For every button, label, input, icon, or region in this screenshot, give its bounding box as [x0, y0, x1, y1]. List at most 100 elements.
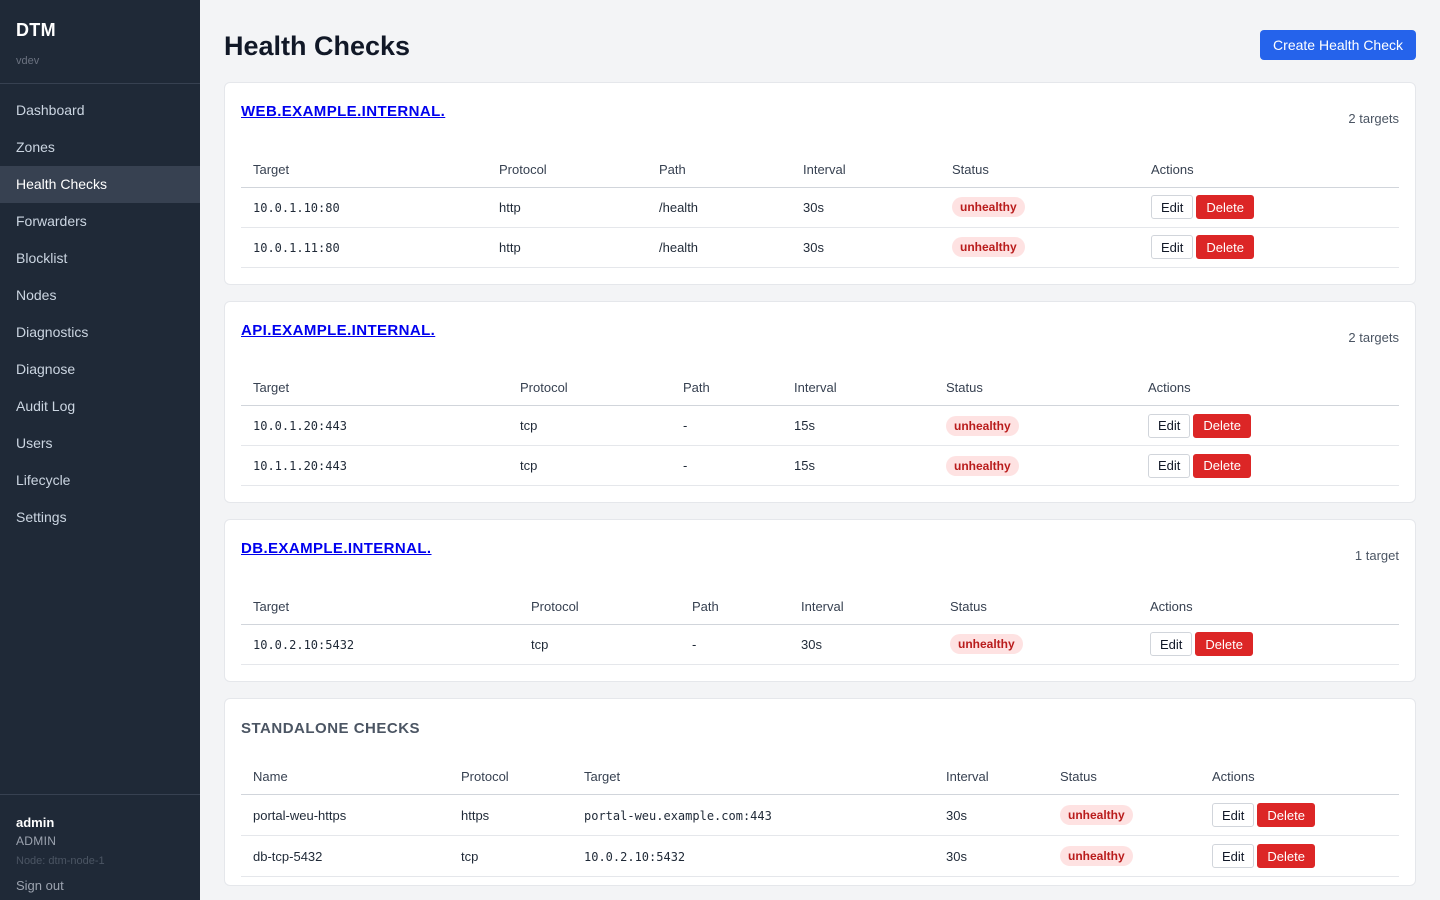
sidebar-item-settings[interactable]: Settings — [16, 509, 67, 525]
zone-card-header: DB.EXAMPLE.INTERNAL. 1 target — [241, 520, 1399, 580]
edit-button[interactable]: Edit — [1212, 803, 1255, 827]
status-badge: unhealthy — [952, 237, 1025, 257]
zone-card-header: WEB.EXAMPLE.INTERNAL. 2 targets — [241, 83, 1399, 143]
table-row: db-tcp-5432 tcp 10.0.2.10:5432 30s unhealthy… — [241, 835, 1399, 877]
sign-out-link[interactable]: Sign out — [16, 878, 64, 893]
interval-cell: 15s — [782, 445, 934, 486]
table-row: 10.0.2.10:5432 tcp -30s unhealthy Edit Delete — [241, 624, 1399, 665]
col-target: Target — [572, 750, 934, 795]
standalone-table: Name Protocol Target Interval Status Act… — [241, 750, 1399, 877]
edit-button[interactable]: Edit — [1150, 632, 1193, 656]
targets-table: Target Protocol Path Interval Status Actions 1… — [241, 143, 1399, 268]
zone-link[interactable]: DB.EXAMPLE.INTERNAL. — [241, 540, 432, 557]
col-path: Path — [680, 580, 789, 625]
sidebar-item-zones[interactable]: Zones — [16, 139, 55, 155]
path-cell: - — [671, 405, 782, 446]
edit-button[interactable]: Edit — [1148, 453, 1191, 478]
path-cell: - — [671, 445, 782, 486]
table-row: 10.0.1.11:80 http/health 30s unhealthy Edit D… — [241, 227, 1399, 268]
target-address: 10.0.2.10:5432 — [584, 849, 686, 864]
sidebar-item-diagnose[interactable]: Diagnose — [16, 361, 76, 377]
path-cell: - — [680, 624, 789, 665]
delete-button[interactable]: Delete — [1195, 632, 1253, 656]
col-actions: Actions — [1136, 361, 1399, 406]
col-status: Status — [940, 143, 1139, 188]
target-address: portal-weu.example.com:443 — [584, 808, 772, 823]
target-address: 10.1.1.20:443 — [253, 459, 347, 473]
sidebar: DTM vdev Dashboard Zones Health Checks Forw… — [0, 0, 200, 900]
protocol-cell: tcp — [508, 405, 671, 446]
targets-table: Target Protocol Path Interval Status Actions 1… — [241, 361, 1399, 486]
sidebar-item-blocklist[interactable]: Blocklist — [16, 250, 68, 266]
sidebar-item-health-checks[interactable]: Health Checks — [0, 166, 200, 203]
table-row: 10.0.1.20:443 tcp -15s unhealthy Edit Delete — [241, 405, 1399, 446]
target-count: 2 targets — [1348, 111, 1399, 126]
col-target: Target — [241, 580, 519, 625]
target-address: 10.0.2.10:5432 — [253, 637, 355, 652]
col-actions: Actions — [1200, 750, 1399, 795]
delete-button[interactable]: Delete — [1257, 844, 1315, 868]
delete-button[interactable]: Delete — [1196, 235, 1254, 259]
col-path: Path — [671, 361, 782, 406]
table-header-row: Target Protocol Path Interval Status Actions — [241, 143, 1399, 188]
page-title: Health Checks — [224, 31, 411, 61]
zone-link[interactable]: API.EXAMPLE.INTERNAL. — [241, 321, 436, 339]
status-badge: unhealthy — [946, 415, 1019, 436]
table-row: 10.1.1.20:443 tcp -15s unhealthy Edit Delete — [241, 445, 1399, 486]
brand-title: DTM — [16, 20, 56, 40]
targets-table: Target Protocol Path Interval Status Actions 1… — [241, 580, 1399, 665]
health-check-groups: WEB.EXAMPLE.INTERNAL. 2 targets Target Prot… — [224, 82, 1416, 682]
sidebar-item-audit-log[interactable]: Audit Log — [16, 398, 76, 414]
table-header-row: Name Protocol Target Interval Status Act… — [241, 750, 1399, 795]
protocol-cell: http — [487, 227, 647, 268]
status-badge: unhealthy — [1060, 805, 1133, 825]
create-health-check-button[interactable]: Create Health Check — [1260, 30, 1416, 60]
sidebar-item-diagnostics[interactable]: Diagnostics — [16, 324, 89, 340]
sidebar-item-forwarders[interactable]: Forwarders — [16, 213, 87, 229]
sidebar-item-dashboard[interactable]: Dashboard — [16, 102, 85, 118]
edit-button[interactable]: Edit — [1151, 195, 1194, 219]
zone-link[interactable]: WEB.EXAMPLE.INTERNAL. — [241, 103, 446, 120]
user-panel: admin ADMIN Node: dtm-node-1 Sign out — [0, 794, 200, 900]
edit-button[interactable]: Edit — [1212, 844, 1255, 868]
status-badge: unhealthy — [946, 455, 1019, 476]
col-path: Path — [647, 143, 791, 188]
col-protocol: Protocol — [487, 143, 647, 188]
col-interval: Interval — [789, 580, 938, 625]
delete-button[interactable]: Delete — [1193, 413, 1251, 438]
standalone-header: STANDALONE CHECKS — [241, 699, 1399, 751]
sidebar-item-nodes[interactable]: Nodes — [16, 287, 57, 303]
standalone-card: STANDALONE CHECKS Name Protocol Target I… — [224, 697, 1416, 886]
col-name: Name — [241, 750, 449, 795]
edit-button[interactable]: Edit — [1148, 413, 1191, 438]
protocol-cell: tcp — [449, 835, 572, 877]
col-interval: Interval — [782, 361, 934, 406]
interval-cell: 30s — [934, 835, 1048, 877]
col-actions: Actions — [1138, 580, 1399, 625]
delete-button[interactable]: Delete — [1196, 195, 1254, 219]
user-role: ADMIN — [16, 834, 57, 848]
path-cell: /health — [647, 227, 791, 268]
sidebar-item-users[interactable]: Users — [16, 435, 53, 451]
delete-button[interactable]: Delete — [1193, 453, 1251, 478]
col-status: Status — [934, 361, 1136, 406]
interval-cell: 15s — [782, 405, 934, 446]
status-badge: unhealthy — [950, 634, 1023, 654]
interval-cell: 30s — [789, 624, 938, 665]
col-status: Status — [1048, 750, 1200, 795]
table-row: portal-weu-https https portal-weu.example.… — [241, 794, 1399, 836]
interval-cell: 30s — [934, 794, 1048, 836]
user-name: admin — [16, 815, 55, 830]
check-name: db-tcp-5432 — [241, 835, 449, 877]
target-address: 10.0.1.20:443 — [253, 419, 347, 433]
protocol-cell: tcp — [508, 445, 671, 486]
page-header: Health Checks Create Health Check — [224, 0, 1416, 82]
col-interval: Interval — [791, 143, 940, 188]
col-target: Target — [241, 143, 487, 188]
zone-card: WEB.EXAMPLE.INTERNAL. 2 targets Target Prot… — [224, 82, 1416, 285]
sidebar-item-lifecycle[interactable]: Lifecycle — [16, 472, 71, 488]
check-name: portal-weu-https — [241, 794, 449, 836]
edit-button[interactable]: Edit — [1151, 235, 1194, 259]
col-actions: Actions — [1139, 143, 1399, 188]
delete-button[interactable]: Delete — [1257, 803, 1315, 827]
